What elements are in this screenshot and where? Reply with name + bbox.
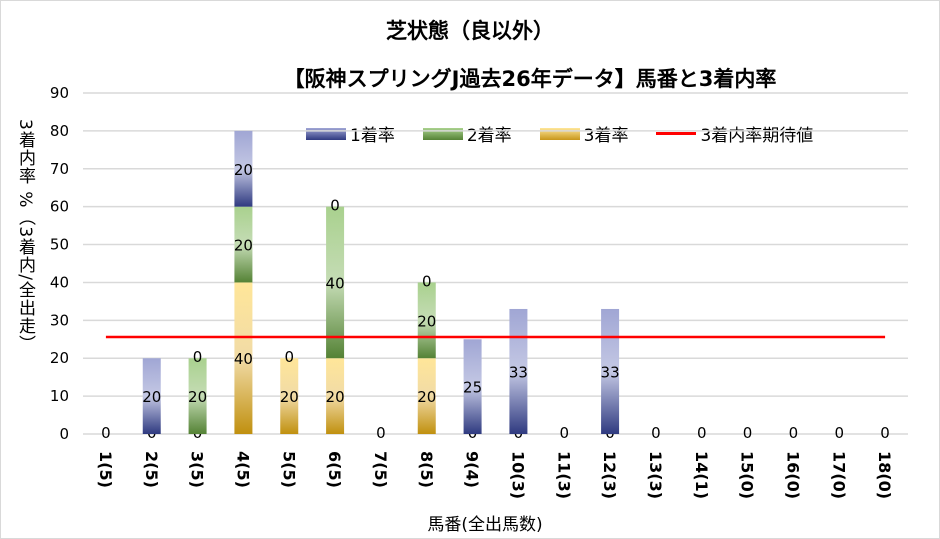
bar-segment <box>234 282 253 434</box>
data-label: 0 <box>697 424 707 442</box>
bar-segment <box>601 308 620 434</box>
data-label: 20 <box>417 388 436 406</box>
data-label: 20 <box>188 388 207 406</box>
x-tick-label: 16(0) <box>783 451 802 499</box>
y-tick-label: 20 <box>50 349 69 367</box>
data-label: 33 <box>601 363 620 381</box>
legend-swatch <box>656 132 697 135</box>
data-label: 0 <box>880 424 890 442</box>
x-tick-label: 8(5) <box>417 451 436 488</box>
chart-subtitle: 【阪神スプリングJ過去26年データ】馬番と3着内率 <box>283 67 777 91</box>
data-label: 33 <box>509 363 528 381</box>
data-label: 20 <box>234 161 253 179</box>
data-label: 25 <box>463 379 482 397</box>
y-tick-label: 50 <box>50 236 69 254</box>
data-label: 0 <box>376 424 386 442</box>
x-tick-label: 13(3) <box>646 451 665 499</box>
x-tick-label: 14(1) <box>692 451 711 499</box>
bar-segment <box>188 358 207 434</box>
data-label: 0 <box>789 424 799 442</box>
bar-segment <box>509 308 528 434</box>
x-tick-label: 3(5) <box>188 451 207 488</box>
x-tick-label: 12(3) <box>600 451 619 499</box>
data-label: 20 <box>326 388 345 406</box>
x-tick-label: 18(0) <box>875 451 894 499</box>
x-tick-label: 4(5) <box>233 451 252 488</box>
x-tick-label: 10(3) <box>508 451 527 499</box>
x-axis-label: 馬番(全出馬数) <box>427 515 543 535</box>
x-tick-label: 5(5) <box>279 451 298 488</box>
y-tick-label: 0 <box>59 425 69 443</box>
bar-segment <box>142 358 161 434</box>
y-tick-label: 60 <box>50 198 69 216</box>
x-tick-label: 7(5) <box>371 451 390 488</box>
data-label: 0 <box>330 197 340 215</box>
bar-segment <box>234 206 253 283</box>
y-tick-label: 80 <box>50 122 69 140</box>
x-tick-label: 6(5) <box>325 451 344 488</box>
data-label: 0 <box>559 424 569 442</box>
bar-segment <box>417 282 436 359</box>
y-tick-label: 30 <box>50 311 69 329</box>
data-label: 0 <box>743 424 753 442</box>
y-tick-label: 40 <box>50 273 69 291</box>
bar-segment <box>234 130 253 207</box>
x-tick-label: 11(3) <box>554 451 573 499</box>
data-label: 40 <box>234 350 253 368</box>
data-label: 20 <box>280 388 299 406</box>
chart-title: 芝状態（良以外） <box>386 19 554 43</box>
data-label: 0 <box>422 272 432 290</box>
bar-segment <box>280 358 299 434</box>
y-tick-label: 10 <box>50 387 69 405</box>
bar-segment <box>326 358 345 434</box>
y-tick-label: 70 <box>50 160 69 178</box>
data-label: 20 <box>417 312 436 330</box>
bar-segment <box>417 358 436 434</box>
y-axis-label: 3着内率 %（3着内/全出走） <box>15 119 35 353</box>
data-label: 0 <box>651 424 661 442</box>
x-tick-label: 9(4) <box>463 451 482 488</box>
bar-segment <box>326 206 345 359</box>
x-tick-label: 2(5) <box>142 451 161 488</box>
x-tick-label: 15(0) <box>738 451 757 499</box>
data-label: 40 <box>326 274 345 292</box>
x-tick-label: 1(5) <box>96 451 115 488</box>
data-label: 20 <box>142 388 161 406</box>
y-tick-label: 90 <box>50 84 69 102</box>
data-label: 0 <box>193 348 203 366</box>
data-label: 0 <box>284 348 294 366</box>
x-tick-label: 17(0) <box>829 451 848 499</box>
data-label: 0 <box>101 424 111 442</box>
bar-segment <box>463 339 482 434</box>
data-label: 20 <box>234 237 253 255</box>
data-label: 0 <box>834 424 844 442</box>
